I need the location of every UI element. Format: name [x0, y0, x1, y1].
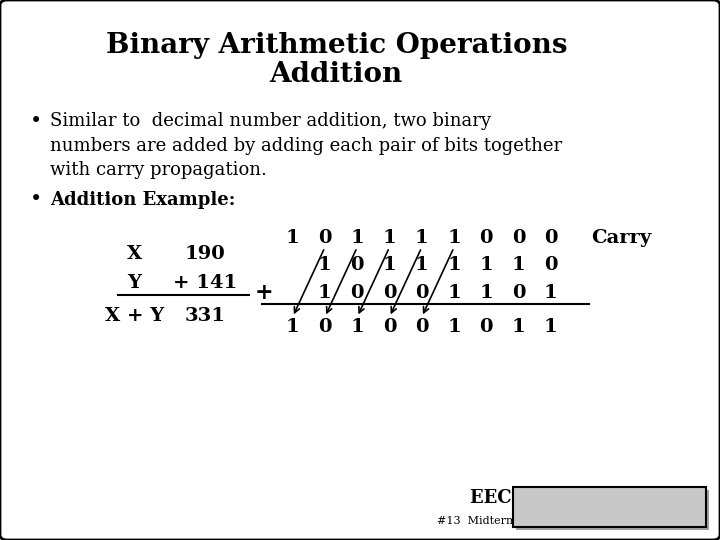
Text: 0: 0	[480, 318, 493, 336]
Text: 1: 1	[447, 318, 461, 336]
Text: 331: 331	[184, 307, 225, 325]
Text: with carry propagation.: with carry propagation.	[50, 161, 267, 179]
Text: + 141: + 141	[173, 274, 238, 293]
Text: 0: 0	[351, 284, 364, 302]
Text: 0: 0	[351, 255, 364, 274]
Text: 0: 0	[415, 284, 428, 302]
Text: 1: 1	[318, 284, 332, 302]
Text: Addition: Addition	[270, 61, 403, 88]
Text: 1: 1	[512, 318, 526, 336]
Text: 1: 1	[447, 255, 461, 274]
Text: Similar to  decimal number addition, two binary: Similar to decimal number addition, two …	[50, 112, 492, 131]
Text: numbers are added by adding each pair of bits together: numbers are added by adding each pair of…	[50, 137, 562, 155]
Text: 1: 1	[447, 284, 461, 302]
Text: 0: 0	[512, 228, 526, 247]
Text: 190: 190	[185, 245, 225, 263]
Text: 1: 1	[415, 255, 428, 274]
Text: Y: Y	[127, 274, 142, 293]
Text: •: •	[30, 190, 42, 210]
Text: 0: 0	[383, 318, 396, 336]
Text: 1: 1	[544, 318, 558, 336]
Text: 1: 1	[415, 228, 428, 247]
Text: Carry: Carry	[591, 228, 652, 247]
Text: 1: 1	[382, 228, 396, 247]
Text: X + Y: X + Y	[105, 307, 164, 325]
Text: 1: 1	[480, 255, 493, 274]
Text: 1: 1	[447, 228, 461, 247]
Text: 1: 1	[544, 284, 558, 302]
Text: 0: 0	[544, 255, 557, 274]
Text: X: X	[127, 245, 142, 263]
Text: 1: 1	[512, 255, 526, 274]
Text: EECC341 - Shaaban: EECC341 - Shaaban	[469, 489, 670, 507]
Text: 1: 1	[318, 255, 332, 274]
Text: +: +	[255, 282, 274, 303]
Text: 1: 1	[480, 284, 493, 302]
Text: 1: 1	[286, 228, 300, 247]
Text: Binary Arithmetic Operations: Binary Arithmetic Operations	[106, 32, 567, 59]
Text: 0: 0	[415, 318, 428, 336]
Text: 1: 1	[382, 255, 396, 274]
Text: Addition Example:: Addition Example:	[50, 191, 236, 209]
Text: 0: 0	[318, 318, 332, 336]
Text: 0: 0	[318, 228, 332, 247]
Text: •: •	[30, 112, 42, 131]
Text: 1: 1	[351, 318, 364, 336]
Text: 0: 0	[383, 284, 396, 302]
Text: 1: 1	[351, 228, 364, 247]
Text: 1: 1	[286, 318, 300, 336]
Text: 0: 0	[480, 228, 493, 247]
Text: 0: 0	[544, 228, 557, 247]
Text: #13  Midterm Review  Winter 2001  1-22-2002: #13 Midterm Review Winter 2001 1-22-2002	[437, 516, 703, 526]
Text: 0: 0	[512, 284, 526, 302]
